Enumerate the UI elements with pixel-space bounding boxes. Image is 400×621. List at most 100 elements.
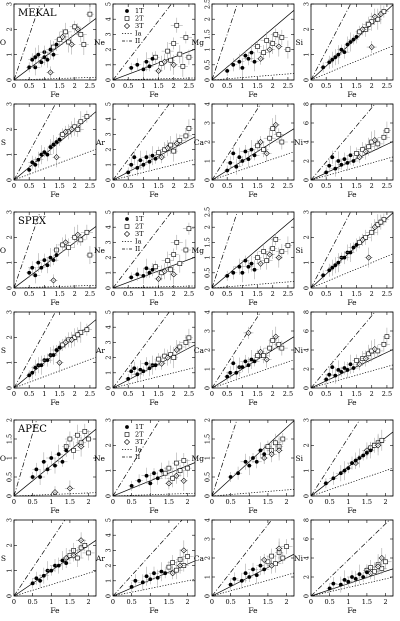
point-1t — [48, 145, 53, 149]
x-tick-label: 1 — [148, 598, 152, 606]
point-1t — [254, 573, 259, 577]
point-2t — [78, 329, 84, 335]
y-tick-label: 0 — [204, 178, 212, 182]
point-1t — [243, 571, 248, 576]
y-tick-label: 1 — [204, 159, 212, 163]
y-tick-label: 0 — [6, 286, 14, 290]
y-axis-label: Ni — [294, 138, 304, 147]
point-3t-core — [361, 28, 364, 31]
point-2t — [177, 468, 183, 473]
panel-frame — [112, 519, 196, 597]
y-axis-label: Ni — [294, 346, 304, 355]
point-2t — [78, 32, 84, 37]
point-1t — [45, 467, 50, 472]
point-2t — [354, 358, 359, 363]
y-tick-label: 2 — [204, 556, 212, 560]
y-tick-label: 3 — [204, 537, 212, 541]
point-1t — [249, 50, 254, 55]
point-3t-core — [163, 60, 166, 63]
x-tick-label: 0 — [12, 598, 16, 606]
model-group-label: APEC — [17, 424, 47, 435]
y-tick-label: 0 — [6, 594, 14, 598]
y-tick-label: 0 — [105, 78, 113, 82]
point-2t — [60, 132, 65, 137]
x-tick-label: 0 — [12, 390, 16, 398]
point-2t — [87, 11, 93, 17]
x-tick-label: 1.5 — [252, 290, 262, 298]
x-axis-label: Fe — [50, 506, 60, 515]
point-1t — [135, 272, 140, 277]
point-1t — [144, 473, 149, 478]
point-2t — [255, 255, 260, 260]
y-axis-label: O — [0, 454, 6, 463]
panel-plot-area — [113, 212, 195, 288]
point-1t — [129, 162, 134, 167]
legend-marker-3t — [123, 22, 131, 30]
x-tick-label: 0.5 — [321, 390, 331, 398]
x-tick-label: 1.5 — [65, 598, 75, 606]
x-tick-label: 2.5 — [382, 390, 392, 398]
point-2t — [273, 32, 279, 37]
x-tick-label: 0 — [111, 390, 115, 398]
point-1t — [49, 568, 54, 573]
x-tick-label: 1 — [42, 390, 46, 398]
point-1t — [147, 366, 152, 371]
ia-model-line — [212, 359, 294, 388]
y-tick-label: 4 — [105, 117, 113, 121]
point-1t — [141, 67, 146, 72]
point-2t — [381, 134, 387, 140]
point-1t — [41, 573, 46, 578]
point-1t — [54, 140, 59, 144]
point-3t-core — [72, 554, 75, 557]
ia-model-line — [311, 364, 393, 388]
point-1t — [346, 466, 351, 471]
panel-plot-area — [113, 420, 195, 496]
point-3t-core — [179, 564, 181, 567]
point-2t — [285, 243, 291, 248]
point-3t-core — [370, 46, 373, 48]
y-tick-label: 1 — [6, 153, 14, 157]
point-3t-core — [49, 71, 52, 74]
point-2t — [180, 64, 186, 69]
x-tick-label: 0.5 — [123, 390, 133, 398]
panel-spex-ar: 0 0.5 1 1.5 2 2.5 0 1 2 3 4 5 Fe Ar — [95, 310, 196, 407]
y-tick-label: 2 — [6, 418, 14, 422]
x-axis-label: Fe — [149, 190, 159, 199]
y-tick-label: 0 — [204, 386, 212, 390]
x-tick-label: 1.5 — [252, 390, 262, 398]
point-2t — [366, 144, 372, 150]
point-3t-core — [64, 131, 67, 133]
x-tick-label: 2.5 — [85, 182, 95, 190]
y-tick-label: 4 — [105, 325, 113, 329]
point-1t — [30, 475, 35, 479]
ii-model-line — [212, 520, 273, 596]
point-1t — [27, 373, 32, 378]
panel-frame — [13, 103, 97, 181]
x-tick-label: 2.5 — [184, 182, 194, 190]
point-2t — [168, 352, 174, 357]
panel-spex-si: 0 0.5 1 1.5 2 2.5 0 1 2 3 Fe Si — [295, 210, 394, 307]
ii-model-line — [14, 520, 66, 596]
point-1t — [33, 162, 38, 167]
y-tick-label: 1.5 — [6, 434, 14, 444]
y-tick-label: 0 — [204, 594, 212, 598]
y-tick-label: 2 — [204, 17, 212, 21]
point-2t — [285, 47, 291, 52]
point-2t — [165, 48, 170, 54]
point-1t — [330, 155, 335, 160]
point-3t-core — [274, 124, 277, 126]
point-3t-core — [172, 64, 175, 66]
x-tick-label: 0.5 — [27, 598, 37, 606]
y-tick-label: 5 — [105, 2, 113, 6]
x-tick-label: 1.5 — [153, 82, 163, 90]
y-axis-label: Ca — [194, 554, 205, 563]
point-3t-core — [183, 480, 185, 482]
x-tick-label: 1 — [240, 182, 244, 190]
point-1t — [231, 361, 236, 366]
point-1t — [331, 476, 336, 481]
point-2t — [264, 38, 269, 43]
point-1t — [42, 55, 47, 60]
x-tick-label: 0 — [309, 182, 313, 190]
point-2t — [185, 554, 190, 559]
point-3t-core — [70, 43, 73, 46]
